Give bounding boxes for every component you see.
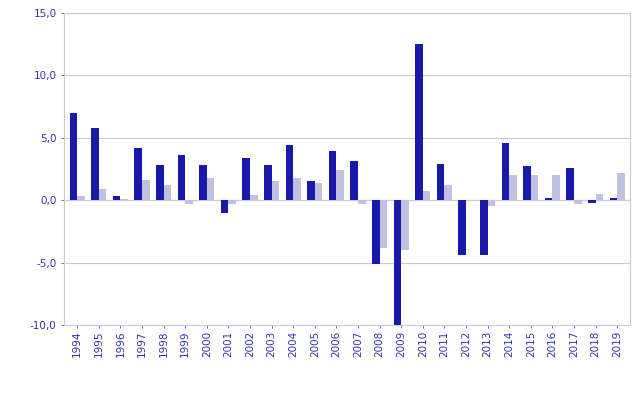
Bar xyxy=(444,185,452,200)
Bar xyxy=(394,200,401,328)
Bar xyxy=(530,175,538,200)
Bar xyxy=(99,189,106,200)
Bar xyxy=(221,200,228,213)
Bar xyxy=(329,151,336,200)
Bar xyxy=(156,165,164,200)
Bar xyxy=(509,175,517,200)
Bar xyxy=(120,199,128,200)
Bar xyxy=(264,165,271,200)
Bar xyxy=(177,155,185,200)
Bar xyxy=(307,181,315,200)
Bar xyxy=(502,143,509,200)
Bar xyxy=(545,198,552,200)
Bar xyxy=(242,158,250,200)
Bar xyxy=(91,128,99,200)
Bar xyxy=(617,173,625,200)
Bar xyxy=(350,161,358,200)
Bar xyxy=(379,200,387,248)
Bar xyxy=(574,200,581,204)
Bar xyxy=(271,181,279,200)
Bar xyxy=(207,178,214,200)
Bar xyxy=(285,145,293,200)
Bar xyxy=(69,113,77,200)
Bar xyxy=(77,196,85,200)
Bar xyxy=(358,200,366,204)
Bar xyxy=(164,185,171,200)
Bar xyxy=(552,175,560,200)
Bar xyxy=(423,191,430,200)
Bar xyxy=(588,200,595,203)
Bar xyxy=(595,194,603,200)
Bar xyxy=(610,198,617,200)
Bar xyxy=(293,178,301,200)
Bar xyxy=(228,200,236,204)
Bar xyxy=(315,183,322,200)
Bar xyxy=(401,200,409,250)
Bar xyxy=(199,165,207,200)
Bar xyxy=(336,170,344,200)
Bar xyxy=(480,200,487,255)
Bar xyxy=(250,195,258,200)
Bar xyxy=(415,44,423,200)
Bar xyxy=(487,200,495,206)
Bar xyxy=(458,200,466,255)
Bar xyxy=(142,180,150,200)
Bar xyxy=(437,164,444,200)
Bar xyxy=(372,200,379,264)
Bar xyxy=(523,166,530,200)
Bar xyxy=(566,168,574,200)
Bar xyxy=(134,148,142,200)
Bar xyxy=(113,196,120,200)
Bar xyxy=(185,200,193,204)
